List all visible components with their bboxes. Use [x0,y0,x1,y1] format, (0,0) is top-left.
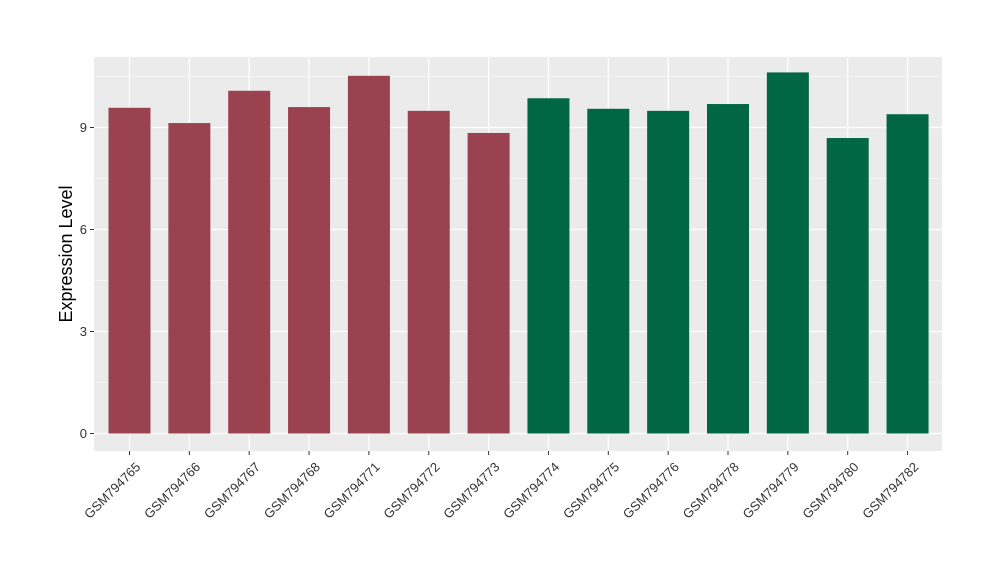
x-tick-label: GSM794778 [680,459,742,521]
x-tick-label: GSM794779 [740,459,802,521]
bars [108,72,929,434]
bar-GSM794780 [826,138,869,434]
bar-GSM794771 [347,75,390,434]
x-tick-label: GSM794771 [321,459,383,521]
x-tick-label: GSM794773 [440,459,502,521]
bar-GSM794768 [288,107,331,434]
x-tick-label: GSM794765 [81,459,143,521]
x-tick-label: GSM794775 [560,459,622,521]
bar-GSM794765 [108,107,151,434]
bar-GSM794782 [886,114,929,434]
x-tick-label: GSM794772 [380,459,442,521]
y-tick-label: 3 [80,324,87,339]
bar-GSM794776 [647,110,690,434]
y-axis-title: Expression Level [56,185,76,322]
y-tick-label: 0 [80,426,87,441]
x-tick-label: GSM794767 [201,459,263,521]
x-tick-label: GSM794768 [261,459,323,521]
x-tick-label: GSM794782 [859,459,921,521]
plot-panel [94,57,942,451]
x-tick-label: GSM794776 [620,459,682,521]
bar-GSM794778 [707,104,749,434]
bar-GSM794766 [168,123,211,434]
bar-GSM794775 [587,108,630,434]
x-tick-label: GSM794780 [799,459,861,521]
bar-GSM794774 [527,98,570,434]
bar-GSM794779 [766,72,809,434]
bar-GSM794767 [228,90,271,434]
bar-GSM794772 [407,110,450,434]
x-tick-label: GSM794766 [141,459,203,521]
x-tick-label: GSM794774 [500,459,562,521]
bar-GSM794773 [467,132,510,434]
y-tick-label: 9 [80,120,87,135]
x-axis: GSM794765GSM794766GSM794767GSM794768GSM7… [81,451,921,522]
y-tick-label: 6 [80,222,87,237]
y-axis: 0 3 6 9 [80,120,94,441]
